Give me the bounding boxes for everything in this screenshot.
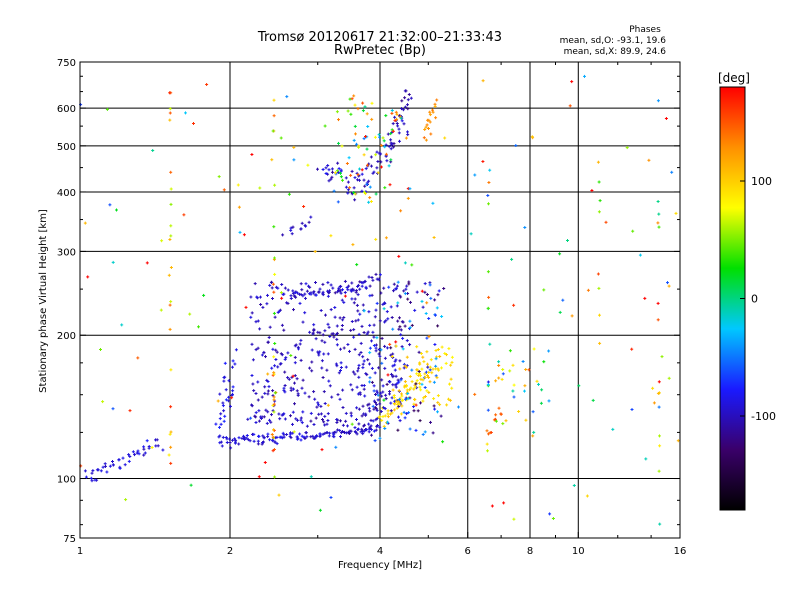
stats-line-o: mean, sd,O: -93.1, 19.6 <box>560 36 667 46</box>
stats-heading: Phases <box>629 25 661 35</box>
y-tick-label: 300 <box>57 247 76 258</box>
y-tick-label: 75 <box>63 534 76 545</box>
colorbar-ticks: 100 0 -100 <box>740 175 776 423</box>
x-ticks: 1 2 4 6 8 10 16 <box>77 62 687 557</box>
x-tick-label: 8 <box>527 546 533 557</box>
y-ticks: 75 100 200 300 400 500 600 750 <box>57 58 680 545</box>
x-tick-label: 10 <box>572 546 585 557</box>
y-tick-label: 100 <box>57 475 76 486</box>
stats-line-x: mean, sd,X: 89.9, 24.6 <box>564 47 667 57</box>
y-tick-label: 200 <box>57 331 76 342</box>
chart-title: Tromsø 20120617 21:32:00–21:33:43 <box>257 30 502 45</box>
colorbar-tick-label: -100 <box>751 410 776 423</box>
x-tick-label: 4 <box>377 546 383 557</box>
grid-lines <box>80 62 680 538</box>
y-tick-label: 500 <box>57 142 76 153</box>
y-axis-label: Stationary phase Virtual Height [km] <box>38 209 49 393</box>
x-tick-label: 6 <box>465 546 471 557</box>
y-tick-label: 400 <box>57 188 76 199</box>
x-tick-label: 1 <box>77 546 83 557</box>
x-tick-label: 16 <box>674 546 687 557</box>
x-tick-label: 2 <box>227 546 233 557</box>
colorbar-tick-label: 100 <box>751 175 772 188</box>
y-tick-label: 750 <box>57 58 76 69</box>
data-points <box>79 74 680 526</box>
chart-subtitle: RwPretec (Bp) <box>334 43 426 58</box>
colorbar-tick-label: 0 <box>751 293 758 306</box>
colorbar-label: [deg] <box>718 71 750 85</box>
y-tick-label: 600 <box>57 104 76 115</box>
x-axis-label: Frequency [MHz] <box>338 560 422 571</box>
